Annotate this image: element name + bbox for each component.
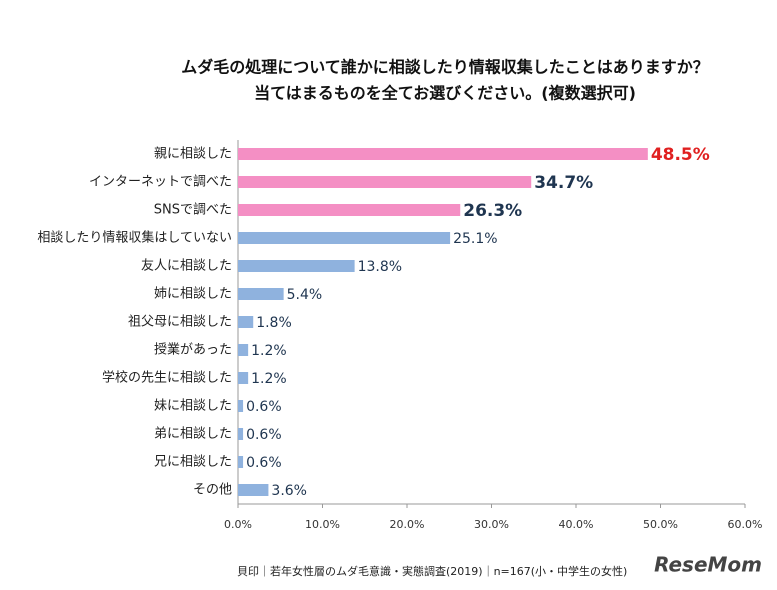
y-tick-label: 親に相談した — [154, 146, 232, 162]
y-tick-label: 姉に相談した — [154, 286, 232, 302]
source: 貝印｜若年女性層のムダ毛意識・実態調査(2019)｜n=167(小・中学生の女性… — [237, 564, 627, 578]
bar — [238, 316, 254, 328]
bar — [238, 288, 284, 300]
y-tick-label: 相談したり情報収集はしていない — [37, 230, 232, 246]
chart-title: ムダ毛の処理について誰かに相談したり情報収集したことはありますか？ — [181, 58, 709, 77]
logo: ReseMom — [654, 553, 762, 577]
bar — [238, 232, 451, 244]
y-tick-label: インターネットで調べた — [89, 175, 232, 190]
value-label: 1.8% — [256, 315, 292, 331]
y-tick-label: 友人に相談した — [141, 258, 232, 274]
bar — [238, 344, 249, 356]
y-tick-label: 妹に相談した — [154, 398, 232, 414]
value-label: 3.6% — [271, 483, 307, 499]
bar — [238, 372, 249, 384]
value-label: 48.5% — [651, 145, 710, 165]
x-tick-label: 0.0% — [224, 518, 252, 531]
bar — [238, 484, 269, 496]
y-tick-label: 授業があった — [154, 342, 232, 358]
x-tick-label: 50.0% — [643, 518, 678, 531]
x-tick-label: 10.0% — [305, 518, 340, 531]
chart-title: 当てはまるものを全てお選びください。(複数選択可) — [254, 84, 636, 103]
y-tick-label: 祖父母に相談した — [128, 314, 232, 330]
value-label: 0.6% — [246, 399, 282, 415]
bar — [238, 260, 355, 272]
y-tick-label: 学校の先生に相談した — [102, 370, 232, 386]
y-tick-label: SNSで調べた — [154, 203, 232, 218]
bar — [238, 204, 461, 216]
bar — [238, 428, 244, 440]
x-tick-label: 40.0% — [559, 518, 594, 531]
value-label: 0.6% — [246, 427, 282, 443]
value-label: 26.3% — [463, 201, 522, 221]
value-label: 25.1% — [453, 231, 497, 247]
value-label: 34.7% — [534, 173, 593, 193]
x-tick-label: 30.0% — [474, 518, 509, 531]
value-label: 0.6% — [246, 455, 282, 471]
value-label: 13.8% — [358, 259, 402, 275]
y-tick-label: その他 — [193, 483, 232, 498]
x-tick-label: 60.0% — [728, 518, 763, 531]
x-tick-label: 20.0% — [390, 518, 425, 531]
bar — [238, 400, 244, 412]
y-tick-label: 弟に相談した — [154, 426, 232, 442]
bar — [238, 456, 244, 468]
bar — [238, 148, 648, 160]
bar — [238, 176, 532, 188]
value-label: 5.4% — [287, 287, 323, 303]
value-label: 1.2% — [251, 371, 287, 387]
value-label: 1.2% — [251, 343, 287, 359]
y-tick-label: 兄に相談した — [154, 454, 232, 470]
